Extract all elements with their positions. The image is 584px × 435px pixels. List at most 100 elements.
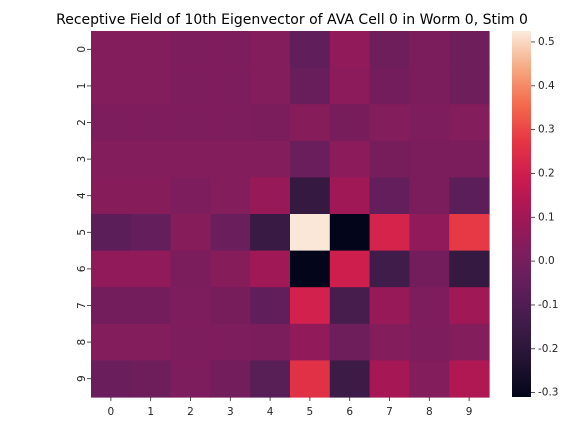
heatmap-cell-r1-c6 (329, 67, 371, 105)
heatmap-cell-r3-c1 (130, 140, 172, 178)
heatmap-cell-r1-c1 (130, 67, 172, 105)
heatmap-cell-r9-c4 (250, 360, 291, 398)
heatmap-cell-r9-c1 (130, 360, 172, 398)
heatmap-cell-r9-c7 (369, 360, 410, 398)
heatmap-cell-r8-c7 (369, 323, 410, 361)
x-tick-label: 7 (386, 406, 393, 418)
heatmap-cell-r0-c7 (369, 31, 410, 69)
heatmap-cell-r2-c0 (91, 104, 132, 142)
x-tick-label: 0 (108, 406, 115, 418)
heatmap-cell-r3-c2 (170, 140, 211, 178)
heatmap-cell-r4-c1 (130, 177, 172, 215)
y-tick-label: 2 (76, 119, 88, 126)
x-axis: 0 1 2 3 4 5 6 7 8 9 (108, 397, 472, 418)
heatmap-cell-r7-c2 (170, 287, 211, 325)
colorbar-tick-label: 0.4 (538, 80, 555, 92)
heatmap-cell-r9-c8 (409, 360, 450, 398)
colorbar-tick-label: 0.1 (538, 211, 555, 223)
heatmap-cell-r0-c0 (91, 31, 132, 69)
heatmap-cell-r2-c4 (250, 104, 291, 142)
y-tick-label: 9 (76, 375, 88, 382)
heatmap-cell-r5-c4 (250, 214, 291, 252)
y-tick-label: 5 (76, 229, 88, 236)
y-tick-label: 0 (76, 46, 88, 53)
heatmap-cell-r6-c0 (91, 250, 132, 288)
heatmap-cell-r4-c5 (290, 177, 331, 215)
heatmap-cell-r8-c8 (409, 323, 450, 361)
colorbar-tick-label: -0.2 (538, 343, 559, 355)
heatmap-cell-r9-c5 (290, 360, 331, 398)
heatmap-cell-r5-c0 (91, 214, 132, 252)
heatmap-cell-r0-c5 (290, 31, 331, 69)
heatmap-cell-r5-c5 (290, 214, 331, 252)
heatmap-cell-r2-c7 (369, 104, 410, 142)
colorbar-tick-label: -0.3 (538, 387, 559, 399)
heatmap-cell-r7-c7 (369, 287, 410, 325)
heatmap-cell-r8-c2 (170, 323, 211, 361)
heatmap-cell-r3-c3 (210, 140, 251, 178)
chart-title: Receptive Field of 10th Eigenvector of A… (56, 12, 528, 28)
colorbar: -0.3 -0.2 -0.1 0.0 0.1 0.2 0.3 0.4 0.5 (512, 31, 559, 399)
heatmap-cell-r5-c8 (409, 214, 450, 252)
x-tick-label: 1 (147, 406, 154, 418)
heatmap-cell-r7-c0 (91, 287, 132, 325)
heatmap-cell-r3-c6 (329, 140, 371, 178)
heatmap-cell-r5-c3 (210, 214, 251, 252)
heatmap-cell-r0-c1 (130, 31, 172, 69)
heatmap-cell-r0-c3 (210, 31, 251, 69)
heatmap-cell-r0-c2 (170, 31, 211, 69)
y-tick-label: 6 (76, 265, 88, 272)
heatmap-cell-r2-c6 (329, 104, 371, 142)
heatmap-cell-r8-c9 (449, 323, 490, 361)
heatmap-cell-r5-c1 (130, 214, 172, 252)
y-tick-label: 8 (76, 339, 88, 346)
heatmap-cell-r4-c9 (449, 177, 490, 215)
heatmap-cell-r0-c9 (449, 31, 490, 69)
heatmap-cell-r8-c3 (210, 323, 251, 361)
heatmap-cell-r3-c8 (409, 140, 450, 178)
heatmap-cell-r6-c6 (329, 250, 371, 288)
heatmap-cell-r1-c7 (369, 67, 410, 105)
heatmap-cell-r0-c8 (409, 31, 450, 69)
heatmap-cell-r8-c1 (130, 323, 172, 361)
heatmap-cell-r4-c6 (329, 177, 371, 215)
heatmap-cell-r2-c1 (130, 104, 172, 142)
heatmap-cell-r1-c0 (91, 67, 132, 105)
heatmap-cell-r9-c2 (170, 360, 211, 398)
heatmap-cell-r2-c2 (170, 104, 211, 142)
colorbar-tick-label: 0.2 (538, 167, 555, 179)
heatmap-cell-r6-c4 (250, 250, 291, 288)
heatmap-cell-r7-c9 (449, 287, 490, 325)
colorbar-ticks: -0.3 -0.2 -0.1 0.0 0.1 0.2 0.3 0.4 0.5 (531, 36, 559, 399)
heatmap-cell-r2-c8 (409, 104, 450, 142)
y-tick-label: 3 (76, 156, 88, 163)
heatmap-cell-r0-c4 (250, 31, 291, 69)
colorbar-tick-label: -0.1 (538, 299, 559, 311)
heatmap-cell-r8-c6 (329, 323, 371, 361)
heatmap-cell-r1-c4 (250, 67, 291, 105)
heatmap-cell-r3-c9 (449, 140, 490, 178)
heatmap-cell-r3-c5 (290, 140, 331, 178)
heatmap-cell-r7-c1 (130, 287, 172, 325)
y-tick-label: 4 (76, 192, 88, 199)
heatmap-cell-r8-c4 (250, 323, 291, 361)
colorbar-tick-label: 0.5 (538, 36, 555, 48)
heatmap-cell-r4-c4 (250, 177, 291, 215)
heatmap-cell-r2-c3 (210, 104, 251, 142)
heatmap-cell-r6-c1 (130, 250, 172, 288)
heatmap-cell-r4-c8 (409, 177, 450, 215)
heatmap-cell-r1-c2 (170, 67, 211, 105)
colorbar-gradient (512, 31, 531, 397)
heatmap-cell-r6-c2 (170, 250, 211, 288)
heatmap-cell-r1-c9 (449, 67, 490, 105)
heatmap-cell-r8-c5 (290, 323, 331, 361)
heatmap-cell-r6-c5 (290, 250, 331, 288)
heatmap-cell-r8-c0 (91, 323, 132, 361)
heatmap-cell-r5-c6 (329, 214, 371, 252)
heatmap-cell-r6-c7 (369, 250, 410, 288)
heatmap-cell-r7-c8 (409, 287, 450, 325)
x-tick-label: 3 (227, 406, 234, 418)
heatmap-cell-r9-c3 (210, 360, 251, 398)
heatmap-cell-r7-c5 (290, 287, 331, 325)
